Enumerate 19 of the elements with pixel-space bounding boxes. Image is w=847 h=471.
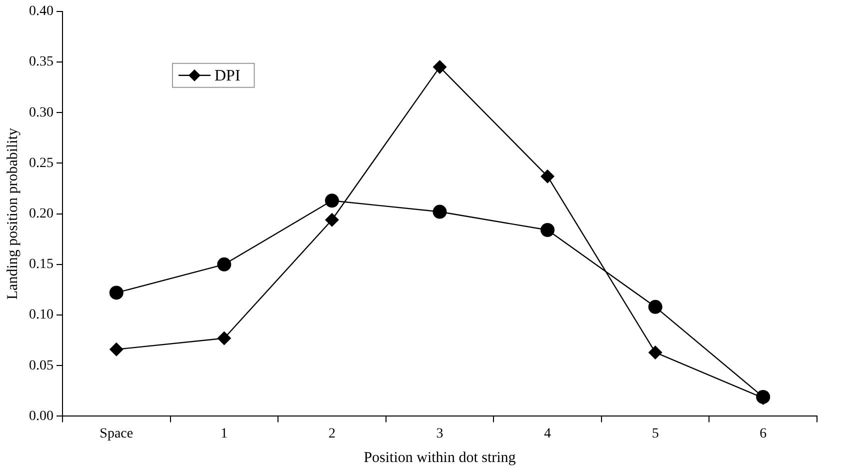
y-tick-label: 0.40 [29, 4, 54, 20]
x-tick-label: 1 [220, 426, 228, 442]
x-tick-label: Space [100, 426, 134, 442]
y-tick-label: 0.05 [29, 358, 54, 374]
y-tick-label: 0.35 [29, 54, 54, 70]
y-tick-label: 0.10 [29, 308, 54, 323]
x-axis-title: Position within dot string [364, 450, 516, 466]
x-tick-label: 2 [328, 426, 336, 442]
x-tick-label: 3 [436, 426, 444, 442]
x-tick-label: 5 [652, 426, 659, 442]
y-tick-label: 0.00 [29, 408, 54, 424]
y-tick-label: 0.20 [29, 206, 54, 222]
x-tick-label: 6 [760, 426, 767, 442]
y-tick-label: 0.30 [29, 105, 54, 120]
y-tick-label: 0.15 [29, 257, 54, 272]
y-axis-title: Landing position probability [4, 127, 21, 300]
legend-label: DPI [214, 68, 240, 85]
y-tick-label: 0.25 [29, 156, 54, 171]
x-tick-label: 4 [544, 426, 552, 442]
